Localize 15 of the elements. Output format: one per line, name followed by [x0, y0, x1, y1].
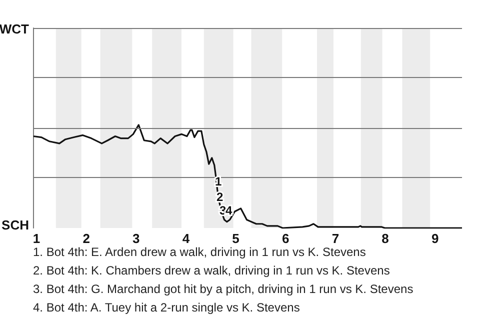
annotation: 4: [225, 203, 232, 218]
x-tick-label: 7: [332, 231, 340, 246]
x-tick-label: 9: [431, 231, 439, 246]
x-tick-label: 2: [82, 231, 90, 246]
x-tick-label: 6: [282, 231, 290, 246]
x-tick-label: 1: [32, 231, 40, 246]
text: 2. Bot 4th: K. Chambers drew a walk, driving in 1 run vs K. Stevens: [33, 264, 390, 278]
text: 1. Bot 4th: E. Arden drew a walk, driving in 1 run vs K. Stevens: [33, 245, 366, 259]
text: SCH: [2, 218, 29, 232]
x-tick-label: 4: [182, 231, 190, 246]
x-tick-label: 8: [382, 231, 389, 246]
x-tick-label: 5: [232, 231, 240, 246]
text: 4. Bot 4th: A. Tuey hit a 2-run single vs K. Stevens: [33, 300, 300, 314]
x-tick-label: 3: [132, 231, 140, 246]
text: 3. Bot 4th: G. Marchand got hit by a pitch, driving in 1 run vs K. Stevens: [33, 282, 414, 296]
